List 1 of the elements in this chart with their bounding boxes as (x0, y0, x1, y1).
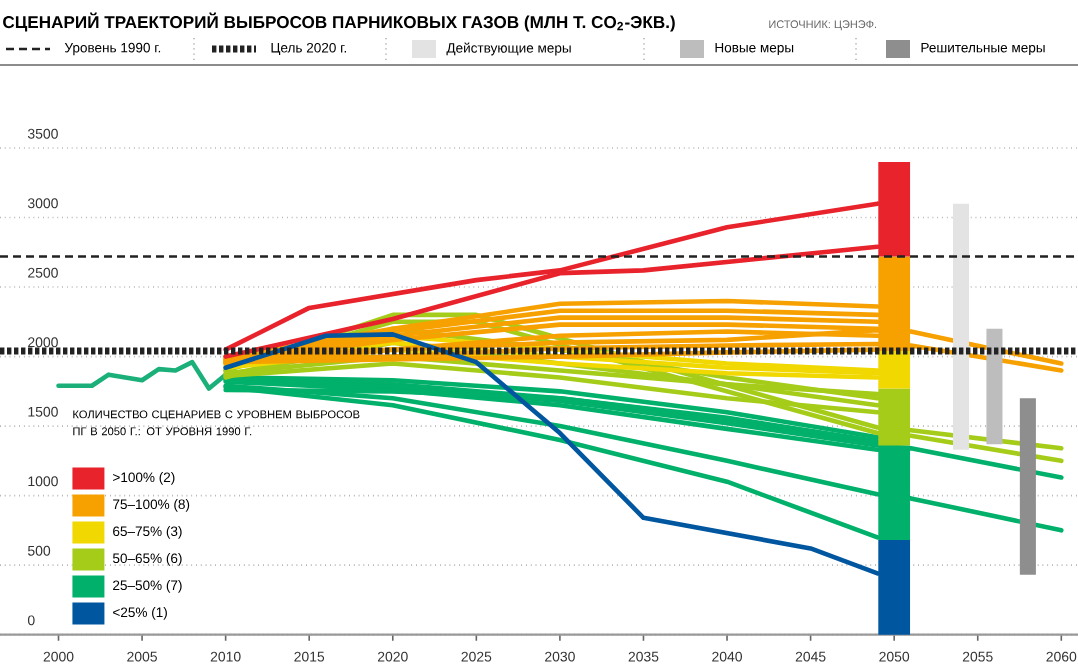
chart-title: СЦЕНАРИЙ ТРАЕКТОРИЙ ВЫБРОСОВ ПАРНИКОВЫХ ГАЗОВ (МЛН Т. CO$_{2}$-ЭКВ.) (3, 12, 675, 32)
